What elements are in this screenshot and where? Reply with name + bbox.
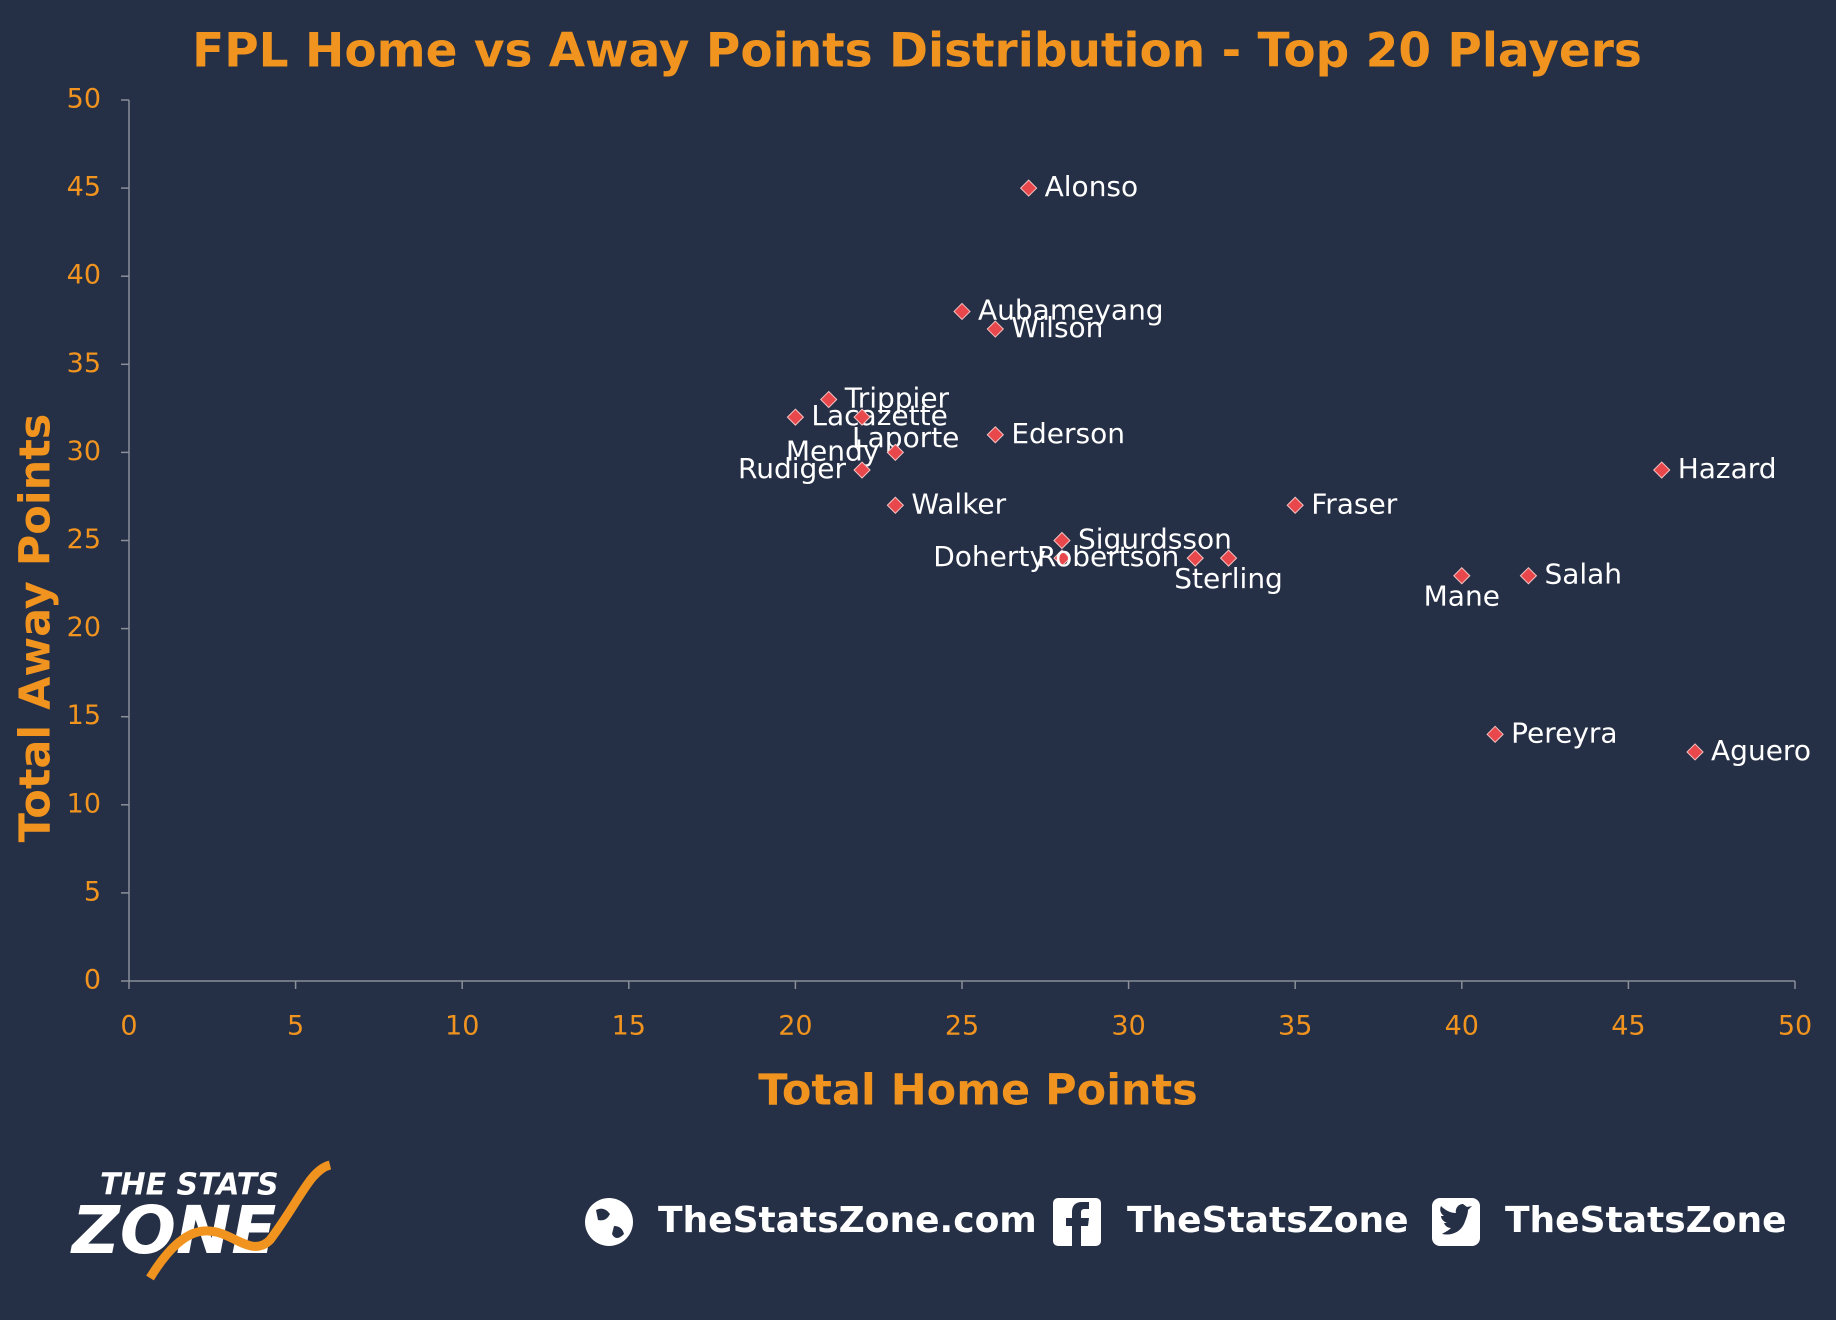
x-tick-label: 35 [1278,1011,1312,1042]
y-tick-label: 20 [67,612,101,643]
y-tick-label: 10 [67,788,101,819]
point [886,443,905,462]
logo-top: THE STATS [100,1168,279,1203]
point-label: Wilson [1011,311,1103,344]
x-tick-label: 20 [778,1011,812,1042]
y-axis-label: Total Away Points [11,414,61,843]
point [853,408,871,426]
point-label: Fraser [1311,487,1398,520]
point [1053,549,1071,567]
y-tick-label: 35 [67,348,101,379]
point-label: Lacazette [811,399,947,432]
twitter-icon [1432,1198,1480,1246]
point-label: Mane [1424,580,1500,613]
point [1653,461,1671,479]
point [1519,567,1538,585]
point [1186,549,1204,567]
point [1053,531,1071,550]
x-tick-label: 0 [120,1011,137,1042]
point [986,426,1005,444]
web-icon [585,1198,633,1246]
point-label: Mendy [786,434,879,467]
facebook: TheStatsZone [1127,1200,1409,1241]
x-tick-label: 10 [445,1011,479,1042]
y-tick-label: 25 [67,524,101,555]
point-label: Aguero [1711,734,1811,767]
twitter: TheStatsZone [1505,1200,1787,1241]
point [1219,549,1238,567]
logo-swoosh [146,1160,332,1281]
point-label: Robertson [1037,540,1179,573]
logo: THE STATS ZONE [70,1160,332,1281]
point [820,390,838,409]
point [886,496,905,514]
point-label: Ederson [1011,417,1125,450]
x-axis-label: Total Home Points [758,1066,1197,1116]
website: TheStatsZone.com [658,1200,1037,1241]
point [1686,743,1704,761]
y-tick-label: 5 [84,876,101,907]
x-tick-label: 30 [1111,1011,1145,1042]
point-label: Laporte [852,421,959,454]
chart-title: FPL Home vs Away Points Distribution - T… [192,24,1642,79]
point [986,320,1005,338]
point [853,461,871,479]
point-label: Sterling [1174,562,1283,595]
y-tick-label: 50 [67,84,101,115]
point [1286,496,1304,514]
point-label: Alonso [1045,170,1139,203]
point-label: Sigurdsson [1078,523,1232,556]
logo-bottom: ZONE [70,1192,276,1269]
point-label: Pereyra [1511,716,1617,749]
x-tick-label: 15 [612,1011,646,1042]
point [1019,179,1038,197]
point-label: Trippier [844,382,950,415]
point-label: Rudiger [738,452,846,485]
y-tick-label: 0 [84,965,101,996]
x-tick-label: 25 [945,1011,979,1042]
x-tick-label: 45 [1611,1011,1645,1042]
x-tick-label: 5 [287,1011,304,1042]
point-label: Aubameyang [978,293,1164,326]
point [953,302,971,321]
point-label: Walker [911,487,1006,520]
point [1486,725,1504,744]
y-tick-label: 40 [67,260,101,291]
point-label: Salah [1544,558,1622,591]
x-tick-label: 40 [1445,1011,1479,1042]
point [1453,567,1471,585]
y-tick-label: 15 [67,700,101,731]
y-tick-label: 30 [67,436,101,467]
point-label: Hazard [1678,452,1777,485]
facebook-icon [1053,1198,1101,1246]
point [786,408,805,426]
y-tick-label: 45 [67,172,101,203]
point-label: Doherty [933,540,1046,573]
x-tick-label: 50 [1778,1011,1812,1042]
